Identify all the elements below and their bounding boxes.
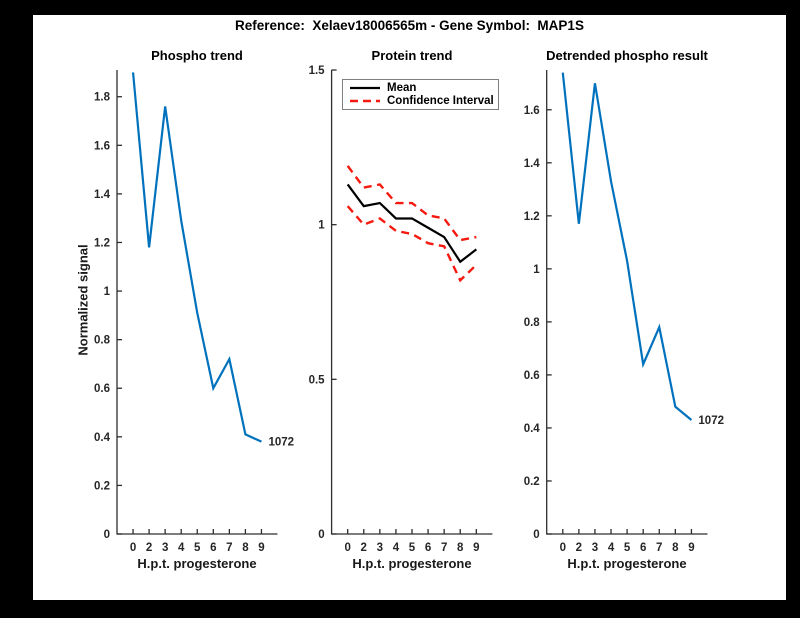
series-line-phospho-signal xyxy=(131,72,262,443)
x-tick-label: 5 xyxy=(194,542,201,554)
x-tick-label: 4 xyxy=(393,542,400,554)
mean-line-swatch-icon xyxy=(350,87,380,90)
x-tick-label: 7 xyxy=(656,542,662,554)
plot1-xlabel: H.p.t. progesterone xyxy=(137,556,257,571)
axes-frame xyxy=(116,70,278,535)
series-line-Confidence Interval (upper) xyxy=(346,165,477,242)
x-tick-label: 0 xyxy=(130,542,136,554)
x-tick-label: 7 xyxy=(441,542,447,554)
plot1-ylabel: Normalized signal xyxy=(75,244,91,356)
x-tick-label: 9 xyxy=(473,542,479,554)
x-tick-label: 8 xyxy=(457,542,464,554)
x-tick-label: 2 xyxy=(146,542,152,554)
endpoint-annotation: 1072 xyxy=(698,415,724,427)
y-tick-label: 1 xyxy=(533,264,540,276)
y-tick-label: 1.8 xyxy=(94,92,111,104)
y-tick-label: 1.4 xyxy=(94,189,111,201)
legend-mean-label: Mean xyxy=(387,82,417,95)
ci-dashed-swatch-icon xyxy=(350,99,380,103)
plot3-xlabel: H.p.t. progesterone xyxy=(567,556,687,571)
plot1-title: Phospho trend xyxy=(151,48,243,63)
x-tick-label: 3 xyxy=(592,542,598,554)
y-tick-label: 0.6 xyxy=(94,383,110,395)
legend-box: Mean Confidence Interval xyxy=(342,79,499,110)
plot3-title: Detrended phospho result xyxy=(546,48,708,63)
x-tick-label: 9 xyxy=(258,542,264,554)
y-tick-label: 1.6 xyxy=(94,140,110,152)
y-tick-label: 0.2 xyxy=(94,480,110,492)
series-line-Confidence Interval (lower) xyxy=(346,205,478,283)
y-tick-label: 0 xyxy=(104,529,110,541)
series-line-detrended-phospho-signal xyxy=(561,72,693,421)
plots-canvas: 00.20.40.60.811.21.41.61.80 2 3 4 5 6 7 8 910720… xyxy=(94,65,724,554)
x-tick-label: 6 xyxy=(210,542,216,554)
x-tick-label: 5 xyxy=(409,542,416,554)
legend-entry-mean: Mean xyxy=(350,82,498,94)
x-tick-label: 4 xyxy=(608,542,615,554)
figure-title: Reference: Xelaev18006565m - Gene Symbol… xyxy=(235,18,584,33)
legend-ci-label: Confidence Interval xyxy=(387,94,494,107)
y-tick-label: 1 xyxy=(318,220,325,232)
y-tick-label: 0 xyxy=(533,529,539,541)
x-tick-label: 2 xyxy=(576,542,582,554)
x-tick-label: 3 xyxy=(377,542,383,554)
x-tick-label: 8 xyxy=(672,542,679,554)
series-line-Mean xyxy=(346,183,477,264)
legend-entry-ci: Confidence Interval xyxy=(350,95,498,107)
x-tick-label: 6 xyxy=(640,542,646,554)
x-tick-label: 8 xyxy=(242,542,249,554)
y-tick-label: 1.5 xyxy=(309,65,326,77)
y-tick-label: 1 xyxy=(104,286,111,298)
x-tick-label: 7 xyxy=(226,542,232,554)
x-tick-label: 4 xyxy=(178,542,185,554)
y-tick-label: 1.6 xyxy=(524,105,540,117)
x-tick-label: 6 xyxy=(425,542,431,554)
y-tick-label: 0.2 xyxy=(524,476,540,488)
y-tick-label: 1.2 xyxy=(524,211,540,223)
x-tick-label: 9 xyxy=(688,542,694,554)
plot2-title: Protein trend xyxy=(371,48,453,63)
y-tick-label: 1.4 xyxy=(524,158,541,170)
axes-frame xyxy=(330,70,493,535)
y-tick-label: 0.8 xyxy=(94,335,111,347)
x-tick-label: 0 xyxy=(344,542,350,554)
y-tick-label: 0 xyxy=(318,529,324,541)
y-tick-label: 0.4 xyxy=(524,423,541,435)
y-tick-label: 0.8 xyxy=(524,317,541,329)
y-tick-label: 0.6 xyxy=(524,370,540,382)
x-tick-label: 2 xyxy=(361,542,367,554)
x-tick-label: 3 xyxy=(162,542,168,554)
x-tick-label: 0 xyxy=(560,542,566,554)
endpoint-annotation: 1072 xyxy=(268,437,294,449)
y-tick-label: 0.5 xyxy=(309,374,326,386)
plot2-xlabel: H.p.t. progesterone xyxy=(352,556,472,571)
matlab-figure-canvas: Reference: Xelaev18006565m - Gene Symbol… xyxy=(33,15,786,600)
y-tick-label: 1.2 xyxy=(94,237,110,249)
x-tick-label: 5 xyxy=(624,542,631,554)
y-tick-label: 0.4 xyxy=(94,432,111,444)
